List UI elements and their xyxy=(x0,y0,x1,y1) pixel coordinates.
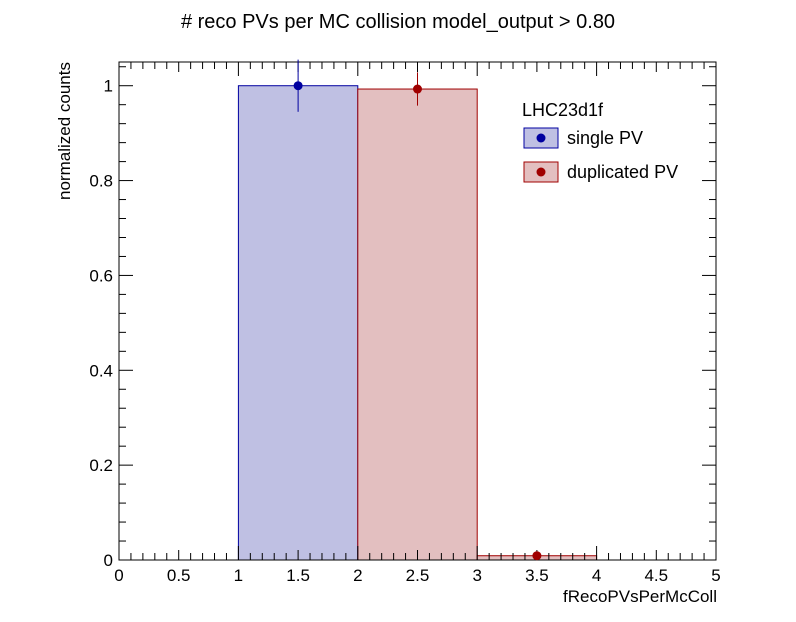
y-tick-label: 1 xyxy=(104,77,113,96)
x-tick-label: 0.5 xyxy=(167,566,191,585)
bar-1-0 xyxy=(357,88,478,561)
x-tick-label: 3 xyxy=(472,566,481,585)
x-tick-label: 3.5 xyxy=(525,566,549,585)
x-tick-label: 4.5 xyxy=(644,566,668,585)
y-axis-label: normalized counts xyxy=(55,62,74,200)
chart-title: # reco PVs per MC collision model_output… xyxy=(181,11,615,33)
y-tick-label: 0.6 xyxy=(89,266,113,285)
x-tick-label: 1 xyxy=(234,566,243,585)
x-tick-label: 5 xyxy=(711,566,720,585)
legend-label-1: duplicated PV xyxy=(567,162,678,182)
y-tick-label: 0.8 xyxy=(89,172,113,191)
legend-label-0: single PV xyxy=(567,128,643,148)
y-axis-ticks xyxy=(119,66,716,561)
x-axis-tick-labels: 0 0.5 1 1.5 2 2.5 3 3.5 4 4.5 5 xyxy=(114,566,720,585)
x-tick-label: 0 xyxy=(114,566,123,585)
histogram-bars xyxy=(237,85,598,561)
legend-entries: single PV duplicated PV xyxy=(523,127,678,183)
y-tick-label: 0.4 xyxy=(89,361,113,380)
x-tick-label: 1.5 xyxy=(286,566,310,585)
legend-marker-1 xyxy=(536,167,546,177)
legend-marker-0 xyxy=(536,133,546,143)
x-tick-label: 4 xyxy=(592,566,601,585)
data-point-1-0 xyxy=(413,84,422,94)
x-tick-label: 2.5 xyxy=(406,566,430,585)
data-points xyxy=(293,59,542,561)
y-axis-tick-labels: 0 0.2 0.4 0.6 0.8 1 xyxy=(89,77,113,570)
x-axis-ticks xyxy=(118,62,717,560)
bar-0-0 xyxy=(237,85,359,561)
legend-header: LHC23d1f xyxy=(522,100,604,120)
legend: LHC23d1f single PV duplicated PV xyxy=(522,100,678,183)
x-tick-label: 2 xyxy=(353,566,362,585)
x-axis-label: fRecoPVsPerMcColl xyxy=(563,587,717,606)
y-tick-label: 0 xyxy=(104,551,113,570)
data-point-0-0 xyxy=(293,81,303,91)
y-tick-label: 0.2 xyxy=(89,456,113,475)
data-point-1-1 xyxy=(532,551,542,561)
